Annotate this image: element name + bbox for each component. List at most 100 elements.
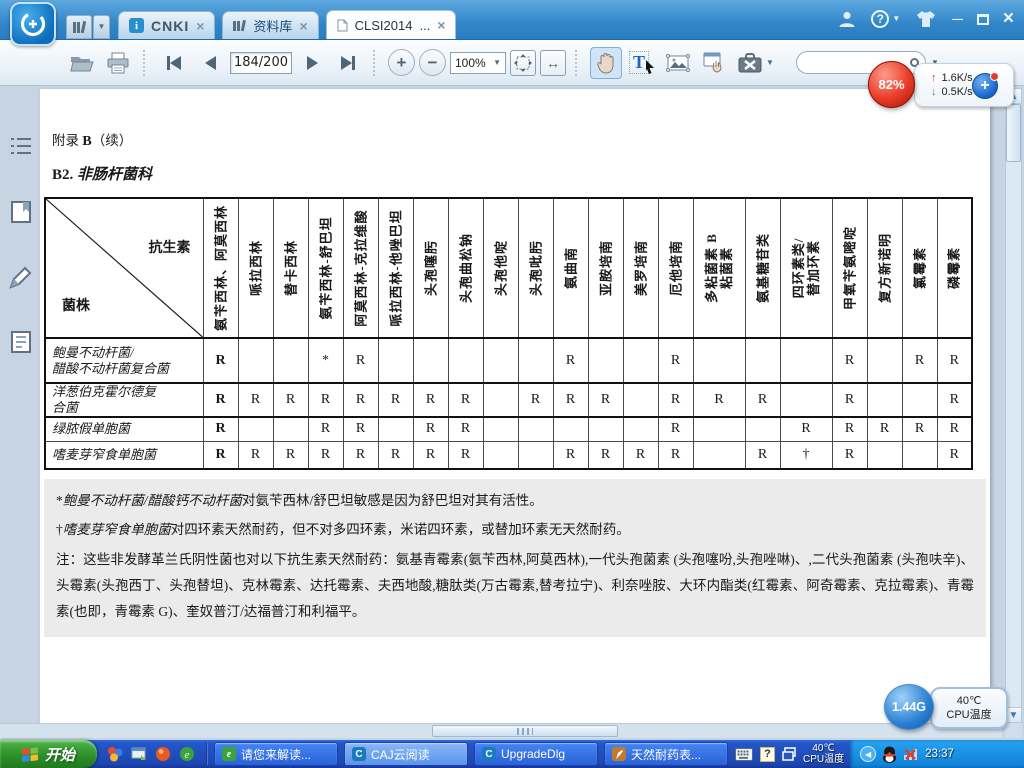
resistance-cell: R <box>744 440 781 470</box>
antibiotic-name: 阿莫西林-克拉维酸 <box>353 209 368 327</box>
resistance-cell <box>377 416 414 442</box>
resistance-cell: R <box>692 382 746 418</box>
collapse-tray-chevron-icon[interactable]: ◀ <box>860 746 877 762</box>
resistance-cell: R <box>412 416 449 442</box>
show-desktop-icon[interactable] <box>131 746 147 762</box>
qq-penguin-icon[interactable] <box>882 746 897 763</box>
image-select-tool-button[interactable] <box>662 47 694 79</box>
zoom-level-select[interactable]: 100% ▼ <box>450 51 506 74</box>
task-button-webpage[interactable]: e 请您来解读... <box>214 742 338 766</box>
print-button[interactable] <box>102 47 134 79</box>
resistance-cell: † <box>779 440 833 470</box>
library-home-button[interactable] <box>66 15 92 39</box>
skin-button[interactable] <box>914 7 938 31</box>
resistance-cell: R <box>202 440 239 470</box>
previous-page-button[interactable] <box>194 47 226 79</box>
help-tray-icon[interactable]: ? <box>760 746 775 762</box>
internet-explorer-icon[interactable]: e <box>179 746 195 762</box>
fit-page-button[interactable] <box>510 49 536 76</box>
task-button-upgradedlg[interactable]: C UpgradeDlg <box>474 742 598 766</box>
tab-list-dropdown[interactable]: ▼ <box>93 15 110 39</box>
minimize-button[interactable]: ─ <box>952 10 963 28</box>
help-button[interactable]: ? ▼ <box>871 7 900 31</box>
maximize-button[interactable] <box>976 7 989 31</box>
resistance-cell <box>482 337 519 384</box>
vertical-scrollbar[interactable]: ▲ ▼ <box>1005 88 1022 723</box>
sidebar-notes-button[interactable] <box>7 328 35 356</box>
toolbar-separator <box>575 49 581 76</box>
help-icon: ? <box>871 10 890 28</box>
net-usage-ball[interactable]: 82% <box>868 61 915 108</box>
tab-clsi2014[interactable]: CLSI2014 ... × <box>325 10 457 39</box>
resistance-cell: R <box>447 416 484 442</box>
annotation-tool-button[interactable] <box>698 47 730 79</box>
appendix-heading: 附录 B（续） <box>52 133 133 149</box>
resistance-cell: R <box>342 382 379 418</box>
resistance-cell <box>622 382 659 418</box>
close-tab-icon[interactable]: × <box>196 17 205 34</box>
input-method-icon[interactable] <box>107 746 123 762</box>
chevron-down-icon: ▼ <box>892 14 901 23</box>
resistance-cell <box>447 337 484 384</box>
resistance-cell <box>692 337 746 384</box>
zoom-in-button[interactable]: + <box>388 49 415 76</box>
horizontal-scrollbar[interactable] <box>0 723 1002 738</box>
text-select-tool-button[interactable]: T <box>626 47 658 79</box>
resistance-cell: R <box>447 382 484 418</box>
memory-usage-ball[interactable]: 1.44G <box>884 684 934 730</box>
antibiotic-column-header: 甲氧苄氨嘧啶 <box>831 197 868 339</box>
resistance-cell <box>866 337 903 384</box>
task-button-caj-reader[interactable]: C CAJ云阅读 <box>344 742 468 766</box>
fit-width-button[interactable]: ↔ <box>540 49 566 76</box>
zoom-out-button[interactable]: − <box>419 49 446 76</box>
window-restore-tray-icon[interactable] <box>782 747 796 761</box>
resistance-cell: R <box>657 337 694 384</box>
keyboard-icon[interactable] <box>735 747 753 761</box>
resistance-cell <box>272 337 309 384</box>
toolbox-button[interactable]: ▼ <box>734 47 778 79</box>
antibiotic-name: 磷霉素 <box>946 246 962 290</box>
resistance-cell: R <box>587 440 624 470</box>
task-label: 天然耐药表... <box>631 747 702 762</box>
resistance-cell: R <box>377 440 414 470</box>
vertical-scroll-thumb[interactable] <box>1006 104 1021 162</box>
browser-sphere-icon[interactable] <box>155 746 171 762</box>
last-page-button[interactable] <box>332 47 364 79</box>
close-tab-icon[interactable]: × <box>437 17 446 33</box>
hand-tool-button[interactable] <box>590 46 622 79</box>
net-widget-add-button[interactable]: + <box>972 72 999 99</box>
sidebar-annotate-button[interactable] <box>7 263 35 291</box>
page-number-input[interactable]: 184/200 <box>230 51 292 74</box>
antibiotic-name: 多粘菌素 B 粘菌素 <box>704 233 734 303</box>
tab-database[interactable]: 资料库 × <box>222 11 319 39</box>
first-page-button[interactable] <box>158 47 190 79</box>
antibiotic-name: 头孢他啶 <box>493 239 508 297</box>
horizontal-scroll-thumb[interactable] <box>432 725 618 737</box>
antibiotic-column-header: 氨苄西林-舒巴坦 <box>307 197 344 339</box>
caj-app-logo-icon[interactable] <box>10 2 56 46</box>
notification-dot <box>990 72 999 81</box>
tray-temp-value: 40℃ <box>812 743 835 754</box>
start-label: 开始 <box>44 746 75 764</box>
resistance-cell: R <box>202 337 239 384</box>
antibiotic-name: 哌拉西林 <box>248 239 263 297</box>
task-button-resistance-doc[interactable]: 天然耐药表... <box>604 742 728 766</box>
resistance-cell: R <box>936 337 973 384</box>
resistance-cell: R <box>936 416 973 442</box>
user-account-icon[interactable] <box>837 7 857 31</box>
resistance-cell: R <box>901 416 938 442</box>
scroll-down-arrow[interactable]: ▼ <box>1006 707 1021 722</box>
next-page-button[interactable] <box>296 47 328 79</box>
start-button[interactable]: 开始 <box>0 740 97 768</box>
close-tab-icon[interactable]: × <box>299 17 308 34</box>
open-file-button[interactable] <box>66 47 98 79</box>
intrinsic-resistance-table: 抗生素 菌株 氨苄西林、阿莫西林 哌拉西林 替卡西林 氨苄西林-舒巴坦 阿莫西林-克拉维… <box>44 197 973 470</box>
sidebar-bookmarks-button[interactable] <box>7 198 35 226</box>
sidebar-contents-button[interactable] <box>7 132 35 160</box>
scrollbar-corner <box>1005 723 1022 738</box>
antibiotic-name: 复方新诺明 <box>877 232 892 304</box>
table-corner-cell: 抗生素 菌株 <box>44 197 204 339</box>
close-window-button[interactable]: × <box>1002 8 1014 29</box>
network-disconnected-icon[interactable] <box>903 747 919 761</box>
tab-cnki[interactable]: i CNKI × <box>118 11 216 39</box>
